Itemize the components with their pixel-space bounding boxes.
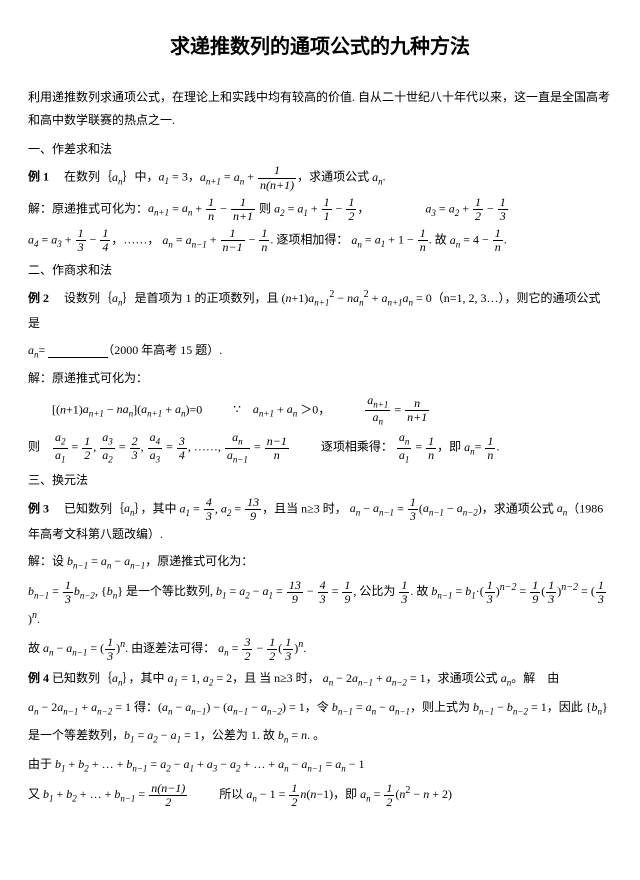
example-4-solution-1: an − 2an−1 + an−2 = 1 得：(an − an−1) − (a… [28,696,612,720]
example-2-blank: an= （2000 年高考 15 题）. [28,339,612,363]
example-3-solution-2: bn−1 = 13bn−2, {bn} 是一个等比数列, b1 = a2 − a… [28,578,612,631]
example-2-label: 例 2 [28,291,49,305]
example-4: 例 4 已知数列｛an｝，其中 a1 = 1, a2 = 2，且 当 n≥3 时… [28,667,612,691]
example-1-solution-1: 解：原递推式可化为：an+1 = an + 1n − 1n+1 则 a2 = a… [28,196,612,223]
intro-text: 利用递推数列求通项公式，在理论上和实践中均有较高的价值. 自从二十世纪八十年代以… [28,86,612,132]
example-4-solution-2: 是一个等差数列，b1 = a2 − a1 = 1，公差为 1. 故 bn = n… [28,724,612,748]
section-3-heading: 三、换元法 [28,469,612,492]
section-2-heading: 二、作商求和法 [28,259,612,282]
section-1-heading: 一、作差求和法 [28,138,612,161]
example-2-solution-3: 则 a2a1 = 12, a3a2 = 23, a4a3 = 34, ……, a… [28,431,612,465]
example-4-label: 例 4 [28,671,49,685]
page-title: 求递推数列的通项公式的九种方法 [28,28,612,66]
example-4-solution-4: 又 b1 + b2 + … + bn−1 = n(n−1)2 所以 an − 1… [28,781,612,809]
example-1-label: 例 1 [28,170,49,184]
example-2: 例 2 设数列｛an｝是首项为 1 的正项数列，且 (n+1)an+12 − n… [28,285,612,334]
example-3: 例 3 已知数列｛an｝，其中 a1 = 43, a2 = 139，且当 n≥3… [28,496,612,546]
example-2-solution-2: [(n+1)an+1 − nan](an+1 + an)=0 ∵ an+1 + … [28,394,612,428]
example-3-solution-3: 故 an − an−1 = (13)n. 由逐差法可得： an = 32 − 1… [28,635,612,663]
example-1-solution-2: a4 = a3 + 13 − 14，……， an = an−1 + 1n−1 −… [28,227,612,254]
example-3-label: 例 3 [28,501,49,515]
example-2-solution-1: 解：原递推式可化为： [28,367,612,390]
example-1: 例 1 在数列｛an｝中，a1 = 3，an+1 = an + 1n(n+1)，… [28,164,612,191]
example-3-solution-1: 解：设 bn−1 = an − an−1，原递推式可化为： [28,550,612,574]
example-4-solution-3: 由于 b1 + b2 + … + bn−1 = a2 − a1 + a3 − a… [28,753,612,777]
